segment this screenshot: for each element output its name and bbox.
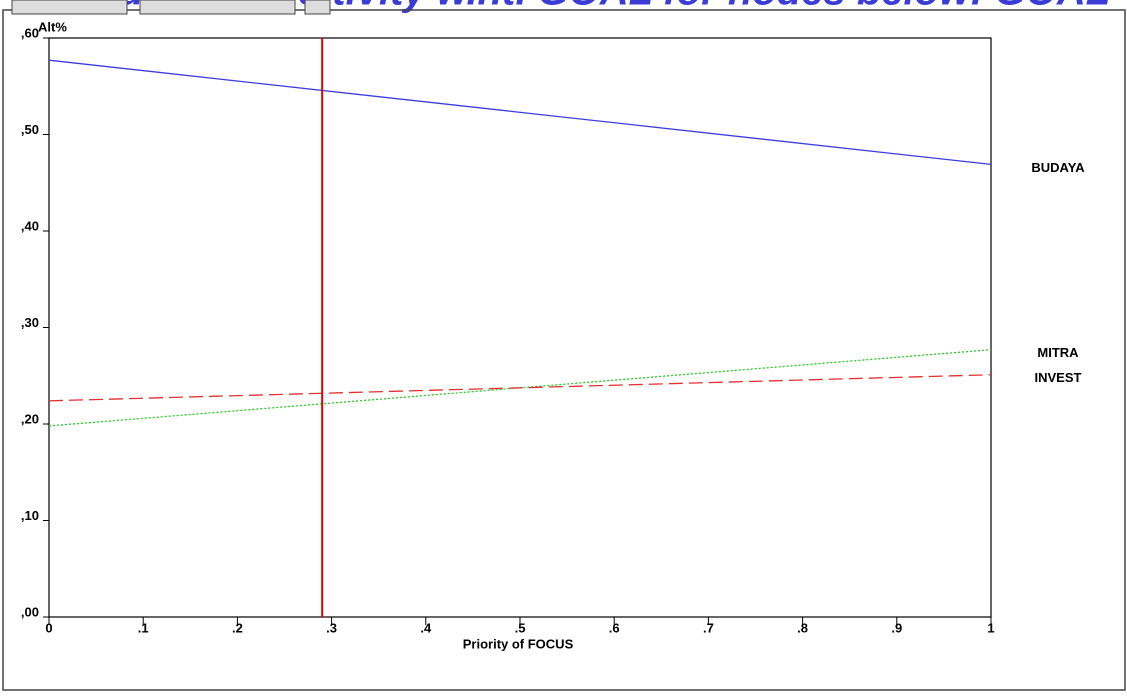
y-tick-label: ,00 <box>21 604 39 619</box>
x-tick-label: .2 <box>232 620 243 635</box>
series-label: INVEST <box>1035 370 1082 385</box>
y-tick-label: ,30 <box>21 315 39 330</box>
x-tick-label: .9 <box>891 620 902 635</box>
x-tick-label: 0 <box>45 620 52 635</box>
chart: Gradient Sensitivity w.r.t. GOAL for nod… <box>0 0 1127 691</box>
x-tick-label: .5 <box>515 620 526 635</box>
x-tick-label: .3 <box>326 620 337 635</box>
x-tick-label: .8 <box>797 620 808 635</box>
toolbar <box>12 0 330 14</box>
x-tick-label: .6 <box>609 620 620 635</box>
plot-frame <box>49 38 991 617</box>
y-axis-label: Alt% <box>38 19 67 34</box>
x-tick-label: .1 <box>138 620 149 635</box>
y-tick-label: ,50 <box>21 122 39 137</box>
series-line <box>49 60 991 164</box>
y-tick-label: ,20 <box>21 411 39 426</box>
series-label: MITRA <box>1037 345 1079 360</box>
x-tick-label: .4 <box>420 620 432 635</box>
y-tick-label: ,10 <box>21 508 39 523</box>
toolbar-button[interactable] <box>140 0 295 14</box>
series-line <box>49 375 991 401</box>
x-axis-label: Priority of FOCUS <box>463 636 574 651</box>
toolbar-button[interactable] <box>305 0 330 14</box>
y-tick-label: ,40 <box>21 218 39 233</box>
toolbar-button[interactable] <box>12 0 127 14</box>
y-tick-label: ,60 <box>21 25 39 40</box>
window-frame <box>3 10 1125 690</box>
x-tick-label: 1 <box>987 620 994 635</box>
series-label: BUDAYA <box>1031 160 1085 175</box>
x-tick-label: .7 <box>703 620 714 635</box>
